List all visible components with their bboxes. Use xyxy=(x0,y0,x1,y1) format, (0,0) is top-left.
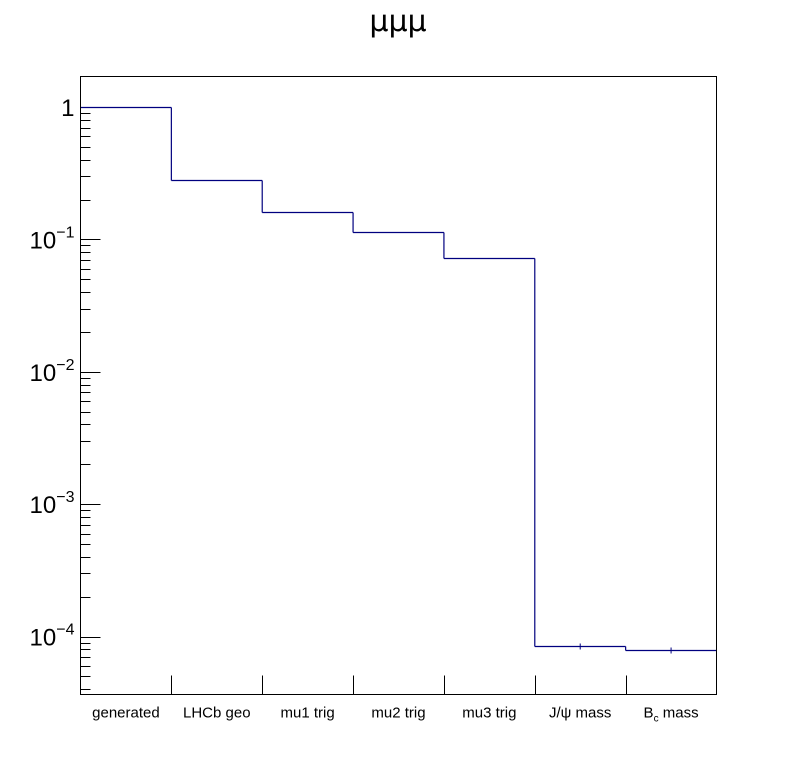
x-tick-label: J/ψ mass xyxy=(549,705,611,722)
y-tick-exponent: −2 xyxy=(56,357,74,374)
x-tick-label: generated xyxy=(92,705,160,722)
y-tick-label: 10−4 xyxy=(30,622,75,652)
x-label-subscript: c xyxy=(654,714,659,725)
x-tick-label: mu1 trig xyxy=(281,705,335,722)
x-tick-label: LHCb geo xyxy=(183,705,251,722)
x-label-main: B xyxy=(644,705,654,722)
x-tick-labels: generated LHCb geo mu1 trig mu2 trig mu3 tri… xyxy=(92,705,698,725)
y-tick-labels: 110−110−210−310−4 xyxy=(30,95,75,652)
axis-ticks xyxy=(80,107,627,695)
y-tick-base: 10 xyxy=(30,492,57,519)
y-tick-label: 10−3 xyxy=(30,489,75,519)
x-tick-label: Bc mass xyxy=(644,705,699,725)
y-tick-base: 10 xyxy=(30,625,57,652)
x-tick-label: mu3 trig xyxy=(462,705,516,722)
histogram-series xyxy=(80,106,717,654)
y-tick-base: 10 xyxy=(30,360,57,387)
y-tick-exponent: −1 xyxy=(56,224,74,241)
y-tick-label: 10−1 xyxy=(30,224,75,254)
plot-frame xyxy=(80,76,717,695)
y-tick-exponent: −3 xyxy=(56,489,74,506)
x-tick-label: mu2 trig xyxy=(371,705,425,722)
y-tick-label: 1 xyxy=(61,95,74,122)
y-tick-exponent: −4 xyxy=(56,622,74,639)
y-tick-label: 10−2 xyxy=(30,357,75,387)
x-label-suffix: mass xyxy=(659,705,699,722)
chart-title: μμμ xyxy=(369,4,426,39)
y-tick-base: 10 xyxy=(30,227,57,254)
